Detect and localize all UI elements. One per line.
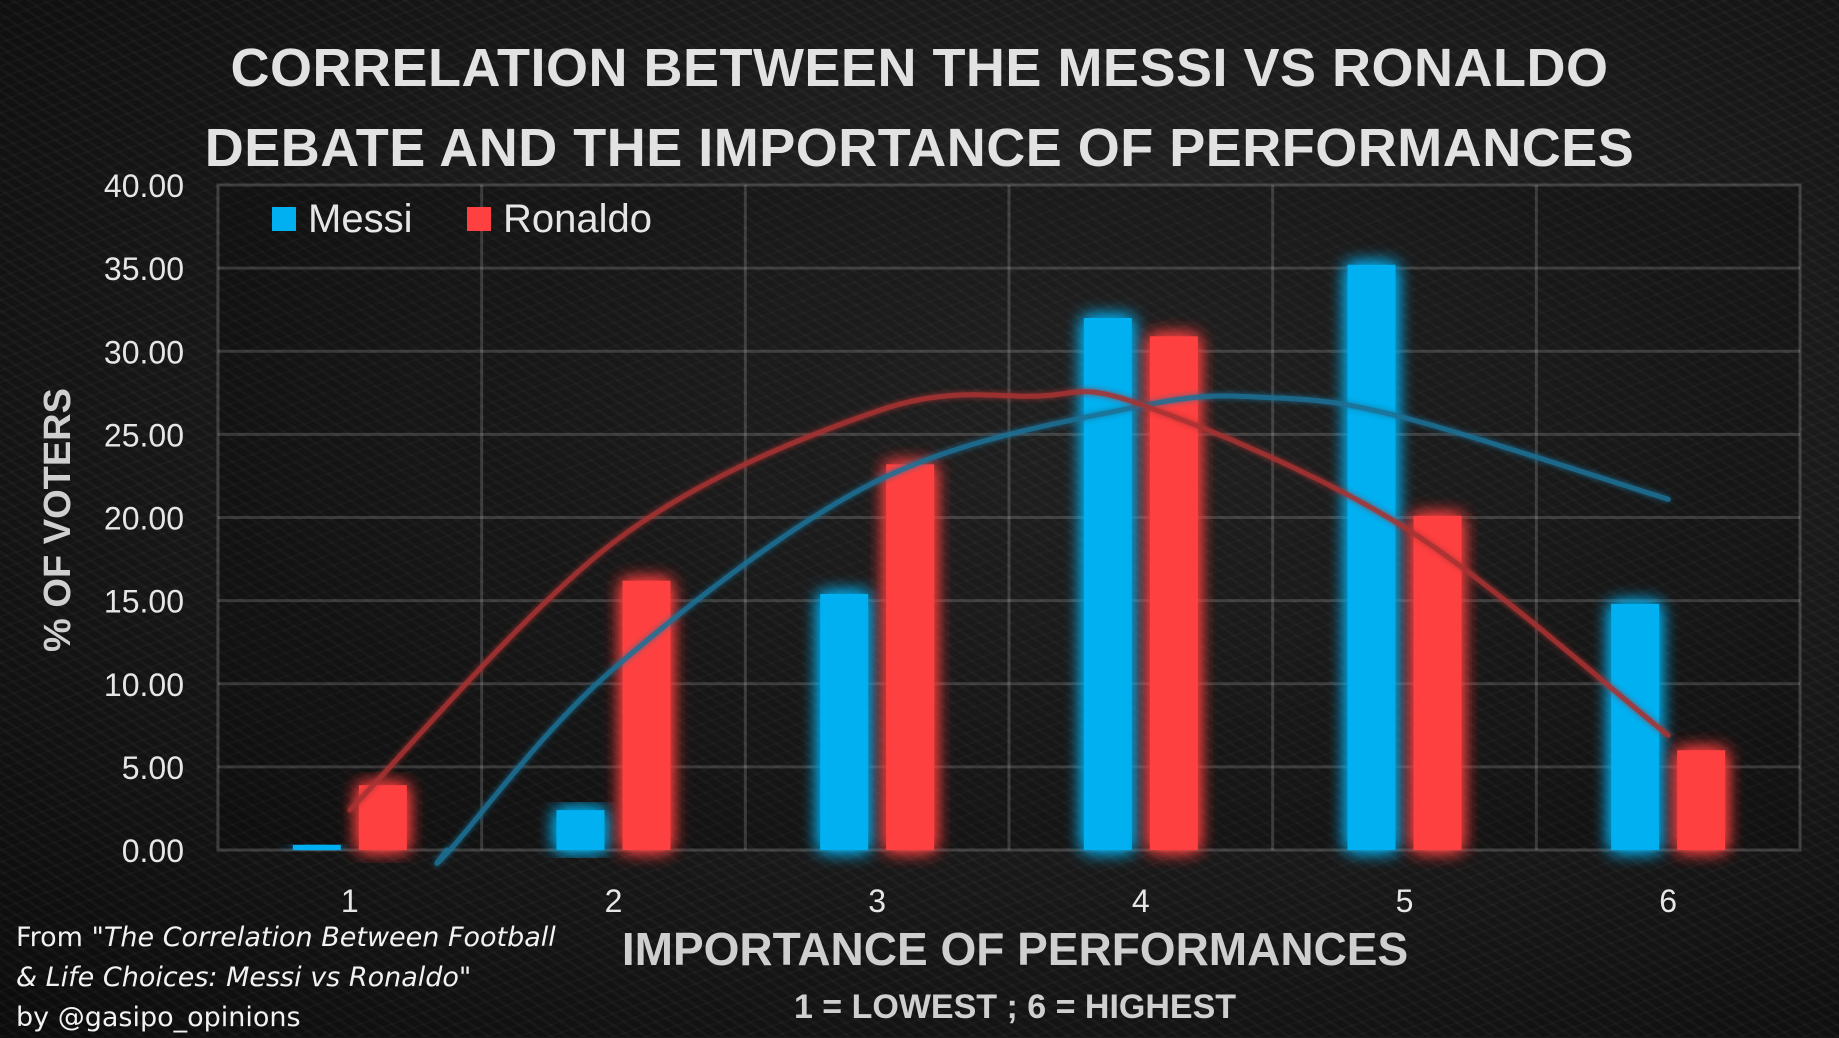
legend: Messi Ronaldo [272,197,652,241]
bar-ronaldo-3 [886,464,935,850]
y-tick-label: 10.00 [104,667,184,703]
legend-swatch-messi [272,207,296,231]
legend-swatch-ronaldo [467,207,491,231]
x-tick-labels: 1 2 3 4 5 6 [341,883,1677,919]
x-tick-label: 5 [1396,883,1414,919]
credit-suffix: " [458,962,472,993]
y-tick-label: 30.00 [104,334,184,370]
y-tick-label: 5.00 [122,750,184,786]
bar-messi-6 [1611,603,1660,850]
bar-messi-3 [820,593,869,850]
x-axis-sublabel: 1 = LOWEST ; 6 = HIGHEST [793,988,1237,1026]
bars [292,264,1726,851]
y-tick-labels: 0.00 5.00 10.00 15.00 20.00 25.00 30.00 35.00 40… [104,168,184,869]
credit-title-line-2: & Life Choices: Messi vs Ronaldo [16,962,459,993]
x-axis-label: IMPORTANCE OF PERFORMANCES [621,923,1409,975]
chart-title-line-1: CORRELATION BETWEEN THE MESSI VS RONALDO [230,38,1609,98]
bar-messi-4 [1083,318,1132,850]
chart-title: CORRELATION BETWEEN THE MESSI VS RONALDO… [0,28,1839,188]
trendline-ronaldo [347,389,1671,813]
x-tick-label: 3 [868,883,886,919]
bar-ronaldo-6 [1677,750,1726,850]
y-tick-label: 15.00 [104,584,184,620]
plot-area [216,183,1802,852]
y-tick-label: 0.00 [122,833,184,869]
trendline-messi [434,393,1671,866]
bar-ronaldo-1 [358,785,407,850]
bar-ronaldo-2 [622,580,671,850]
source-credit: From "The Correlation Between Football &… [16,918,556,1038]
credit-byline: by @gasipo_opinions [16,1002,301,1033]
y-axis-label: % OF VOTERS [37,388,79,652]
chart-title-line-2: DEBATE AND THE IMPORTANCE OF PERFORMANCE… [204,118,1635,178]
x-tick-label: 6 [1659,883,1677,919]
x-tick-label: 2 [605,883,623,919]
y-tick-label: 20.00 [104,501,184,537]
y-tick-label: 35.00 [104,251,184,287]
trendlines [347,389,1671,866]
vertical-gridlines [480,185,1538,850]
bar-messi-1 [292,845,341,850]
credit-prefix: From " [16,922,104,953]
y-tick-label: 25.00 [104,417,184,453]
bar-messi-5 [1347,264,1396,850]
x-tick-label: 1 [341,883,359,919]
bar-ronaldo-4 [1149,336,1198,851]
x-tick-label: 4 [1132,883,1150,919]
legend-label-ronaldo: Ronaldo [503,197,652,241]
legend-label-messi: Messi [308,197,412,241]
credit-title-line-1: The Correlation Between Football [103,922,556,953]
bar-messi-2 [556,810,605,850]
bar-ronaldo-5 [1413,515,1462,850]
y-tick-label: 40.00 [104,168,184,204]
